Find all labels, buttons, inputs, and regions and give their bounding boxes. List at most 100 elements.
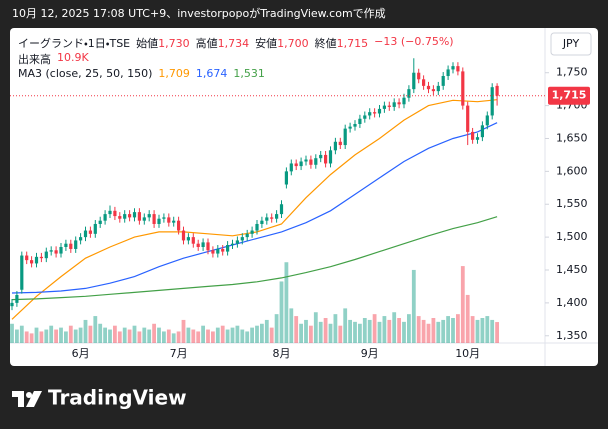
- candle-body: [191, 237, 195, 244]
- volume-bar: [284, 262, 289, 343]
- candle-body: [456, 66, 460, 72]
- candle-body: [49, 250, 53, 252]
- candle-body: [39, 256, 43, 259]
- volume-bar: [147, 329, 152, 343]
- volume-bar: [411, 269, 416, 343]
- ma-value: 1,674: [195, 67, 228, 80]
- candle-body: [392, 102, 396, 107]
- candle-body: [417, 72, 421, 80]
- volume-bar: [88, 325, 93, 343]
- candle-body: [226, 245, 230, 252]
- candle-body: [181, 230, 186, 241]
- ohlc-value: 1,700: [277, 37, 309, 50]
- candle-body: [299, 161, 303, 167]
- ohlc-legend: イーグランド・1日・TSE 始値1,730 高値1,734 安値1,700 終値1,7…: [18, 35, 454, 51]
- candle-body: [373, 112, 377, 114]
- candle-body: [211, 250, 215, 254]
- candle-body: [255, 223, 259, 231]
- volume-bar: [333, 314, 338, 343]
- y-tick-label: 1,650: [556, 131, 588, 144]
- volume-bar: [93, 316, 98, 343]
- candle-body: [265, 217, 269, 221]
- candle-body: [490, 87, 494, 116]
- candle-body: [206, 242, 210, 251]
- candle-body: [382, 105, 386, 109]
- volume-bar: [39, 331, 44, 343]
- volume-bar: [348, 319, 352, 343]
- candle-body: [485, 115, 489, 126]
- candle-body: [422, 79, 426, 86]
- ohlc-value: 1,734: [217, 37, 250, 50]
- candle-body: [260, 220, 264, 224]
- candle-body: [245, 233, 249, 238]
- candle-body: [407, 89, 411, 98]
- volume-bar: [299, 323, 303, 343]
- ohlc-item: 安値1,700: [255, 35, 309, 51]
- volume-bar: [279, 281, 284, 343]
- candle-body: [162, 217, 166, 219]
- candle-body: [147, 214, 151, 218]
- volume-bar: [137, 331, 142, 343]
- currency-box[interactable]: [550, 32, 592, 56]
- volume-bar: [24, 331, 29, 343]
- volume-bar: [392, 312, 397, 343]
- volume-bar: [480, 318, 485, 343]
- volume-bar: [475, 319, 480, 343]
- symbol: イーグランド・1日・TSE: [18, 37, 131, 50]
- volume-bar: [436, 321, 441, 343]
- candle-body: [118, 216, 122, 219]
- candle-body: [358, 118, 362, 125]
- volume-bar: [142, 327, 147, 343]
- candle-body: [294, 163, 298, 167]
- volume-bar: [274, 314, 279, 343]
- candle-body: [446, 69, 450, 77]
- volume-bar: [328, 323, 333, 343]
- last-price-label: 1,715: [552, 89, 587, 102]
- candle-body: [25, 255, 29, 261]
- candle-body: [402, 97, 406, 105]
- volume-bar: [372, 314, 377, 343]
- candle-body: [377, 108, 382, 114]
- candle-body: [412, 72, 416, 90]
- candle-body: [167, 217, 171, 223]
- volume-bar: [152, 323, 156, 343]
- candle-body: [93, 223, 97, 234]
- candle-body: [132, 212, 137, 218]
- candle-body: [221, 248, 225, 252]
- plot-layer: 1,3501,4001,4501,5001,5501,6001,6501,700…: [10, 58, 590, 360]
- volume-bar: [318, 321, 323, 343]
- candle-body: [235, 240, 239, 244]
- candle-body: [34, 256, 39, 264]
- volume-bar: [426, 323, 431, 343]
- candle-body: [230, 243, 235, 246]
- candle-body: [441, 76, 445, 86]
- currency: JPY: [562, 37, 580, 50]
- candle-body: [186, 237, 190, 241]
- ma-legend: MA3 (close, 25, 50, 150) 1,709 1,674 1,531: [18, 67, 265, 80]
- volume-bar: [10, 323, 14, 343]
- candle-body: [275, 214, 279, 219]
- volume-bar: [490, 319, 495, 343]
- volume-bar: [54, 329, 58, 343]
- candle-body: [333, 141, 337, 151]
- candle-body: [319, 154, 323, 159]
- ohlc-value: 1,715: [336, 37, 369, 50]
- volume-bar: [353, 321, 357, 343]
- candle-body: [250, 230, 254, 234]
- candle-body: [304, 159, 308, 162]
- volume-bar: [250, 327, 254, 343]
- y-tick-label: 1,600: [556, 164, 588, 177]
- candle-body: [343, 128, 347, 146]
- candle-body: [338, 141, 342, 146]
- last-price-badge: [548, 86, 590, 105]
- candle-body: [289, 163, 293, 172]
- ma-title: MA3 (close, 25, 50, 150): [18, 67, 153, 80]
- candle-body: [152, 214, 156, 224]
- volume-bar: [485, 316, 490, 343]
- volume-bar: [206, 329, 210, 343]
- volume-bar: [15, 329, 19, 343]
- volume-name: 出来高: [18, 53, 51, 66]
- volume-bar: [495, 322, 499, 343]
- volume-bar: [122, 327, 127, 343]
